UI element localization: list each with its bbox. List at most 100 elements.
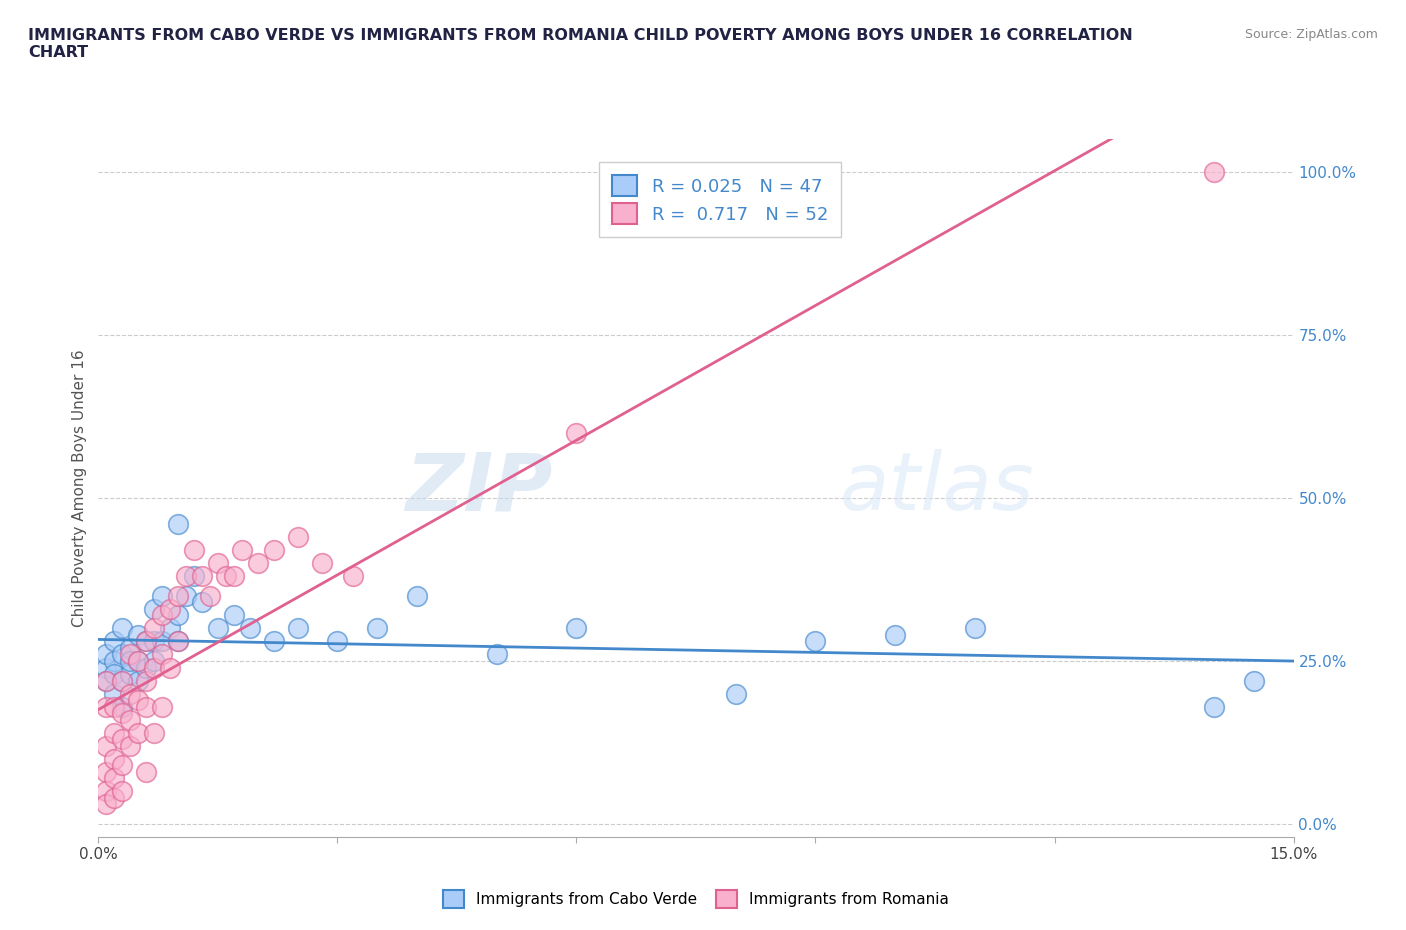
Point bbox=[127, 654, 149, 669]
Point bbox=[120, 712, 142, 727]
Point bbox=[135, 634, 157, 649]
Point bbox=[150, 699, 173, 714]
Point bbox=[159, 621, 181, 636]
Point bbox=[96, 764, 118, 779]
Point bbox=[103, 654, 125, 669]
Point bbox=[150, 589, 173, 604]
Point bbox=[103, 686, 125, 701]
Point bbox=[167, 634, 190, 649]
Point bbox=[167, 608, 190, 623]
Legend: Immigrants from Cabo Verde, Immigrants from Romania: Immigrants from Cabo Verde, Immigrants f… bbox=[430, 878, 962, 920]
Point bbox=[96, 797, 118, 812]
Point bbox=[135, 660, 157, 675]
Point bbox=[135, 699, 157, 714]
Point bbox=[174, 569, 197, 584]
Point bbox=[1243, 673, 1265, 688]
Point bbox=[120, 647, 142, 662]
Point bbox=[111, 647, 134, 662]
Point bbox=[111, 706, 134, 721]
Point bbox=[127, 693, 149, 708]
Point bbox=[159, 660, 181, 675]
Point bbox=[406, 589, 429, 604]
Point bbox=[724, 686, 747, 701]
Text: atlas: atlas bbox=[839, 449, 1035, 527]
Point bbox=[103, 790, 125, 805]
Point bbox=[215, 569, 238, 584]
Point bbox=[120, 641, 142, 656]
Point bbox=[135, 764, 157, 779]
Point bbox=[96, 673, 118, 688]
Point bbox=[159, 602, 181, 617]
Point bbox=[103, 771, 125, 786]
Point bbox=[150, 608, 173, 623]
Point bbox=[207, 556, 229, 571]
Point bbox=[103, 667, 125, 682]
Point bbox=[565, 425, 588, 440]
Point bbox=[103, 634, 125, 649]
Point bbox=[150, 647, 173, 662]
Point bbox=[120, 654, 142, 669]
Point bbox=[485, 647, 508, 662]
Point bbox=[120, 738, 142, 753]
Point bbox=[198, 589, 221, 604]
Point bbox=[311, 556, 333, 571]
Point bbox=[174, 589, 197, 604]
Point bbox=[103, 699, 125, 714]
Point bbox=[127, 725, 149, 740]
Point bbox=[167, 589, 190, 604]
Point bbox=[111, 621, 134, 636]
Point bbox=[96, 699, 118, 714]
Point bbox=[135, 673, 157, 688]
Point bbox=[231, 543, 253, 558]
Point bbox=[111, 673, 134, 688]
Point bbox=[191, 595, 214, 610]
Point bbox=[1202, 699, 1225, 714]
Point bbox=[263, 543, 285, 558]
Text: ZIP: ZIP bbox=[405, 449, 553, 527]
Point bbox=[135, 634, 157, 649]
Point bbox=[111, 758, 134, 773]
Point bbox=[207, 621, 229, 636]
Point bbox=[326, 634, 349, 649]
Point bbox=[127, 673, 149, 688]
Point bbox=[103, 725, 125, 740]
Point bbox=[143, 725, 166, 740]
Point bbox=[96, 673, 118, 688]
Text: IMMIGRANTS FROM CABO VERDE VS IMMIGRANTS FROM ROMANIA CHILD POVERTY AMONG BOYS U: IMMIGRANTS FROM CABO VERDE VS IMMIGRANTS… bbox=[28, 28, 1133, 60]
Point bbox=[884, 628, 907, 643]
Point bbox=[150, 634, 173, 649]
Point bbox=[143, 634, 166, 649]
Point bbox=[287, 621, 309, 636]
Point bbox=[222, 608, 245, 623]
Point bbox=[96, 660, 118, 675]
Point bbox=[167, 634, 190, 649]
Point bbox=[111, 784, 134, 799]
Point bbox=[103, 751, 125, 766]
Point bbox=[366, 621, 388, 636]
Point bbox=[222, 569, 245, 584]
Point bbox=[183, 569, 205, 584]
Y-axis label: Child Poverty Among Boys Under 16: Child Poverty Among Boys Under 16 bbox=[72, 350, 87, 627]
Point bbox=[963, 621, 986, 636]
Point bbox=[1202, 165, 1225, 179]
Point bbox=[127, 654, 149, 669]
Point bbox=[804, 634, 827, 649]
Point bbox=[565, 621, 588, 636]
Point bbox=[143, 660, 166, 675]
Point bbox=[239, 621, 262, 636]
Point bbox=[342, 569, 364, 584]
Point bbox=[96, 647, 118, 662]
Point bbox=[167, 517, 190, 532]
Point bbox=[111, 732, 134, 747]
Point bbox=[96, 738, 118, 753]
Point bbox=[111, 699, 134, 714]
Point bbox=[143, 621, 166, 636]
Point bbox=[111, 673, 134, 688]
Point bbox=[96, 784, 118, 799]
Point bbox=[263, 634, 285, 649]
Text: Source: ZipAtlas.com: Source: ZipAtlas.com bbox=[1244, 28, 1378, 41]
Point bbox=[246, 556, 269, 571]
Point bbox=[191, 569, 214, 584]
Point bbox=[120, 686, 142, 701]
Point bbox=[287, 530, 309, 545]
